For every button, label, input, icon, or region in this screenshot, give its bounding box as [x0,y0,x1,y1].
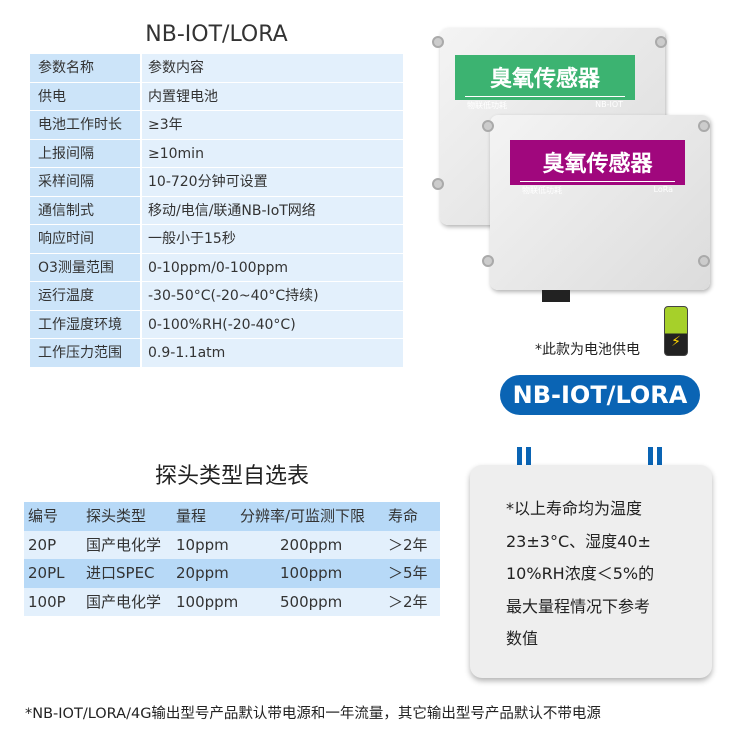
probe-cell: 200ppm [280,535,343,554]
spec-value: 0-10ppm/0-100ppm [142,253,403,281]
probe-table: 编号 探头类型 量程 分辨率/可监测下限 寿命 20P 国产电化学 10ppm 200ppm ＞2… [24,502,440,616]
probe-cell: 100P [28,592,66,611]
spec-value: 0-100%RH(-20-40°C) [142,310,403,338]
spec-value: 0.9-1.1atm [142,339,403,367]
footer-note: *NB-IOT/LORA/4G输出型号产品默认带电源和一年流量，其它输出型号产品… [25,706,601,722]
probe-cell: 国产电化学 [86,592,162,611]
spec-row: 上报间隔 ≥10min [30,139,403,168]
label-sub: 物联低功耗 [467,101,507,110]
spec-key: 采样间隔 [30,168,142,196]
note-line: 10%RH浓度＜5%的 [506,564,655,583]
probe-cell: 100ppm [280,564,343,582]
note-line: 数值 [506,629,539,648]
spec-value: 参数内容 [142,54,403,82]
spec-value: 10-720分钟可设置 [142,168,403,196]
battery-note: *此款为电池供电 [535,342,640,358]
label-tag: LoRa [653,185,674,194]
label-tag: NB-IOT [595,100,623,109]
spec-table-title: NB-IOT/LORA [145,22,288,47]
spec-row: 参数名称 参数内容 [30,54,403,83]
binder-clip [517,447,522,475]
probe-row: 20PL 进口SPEC 20ppm 100ppm ＞5年 [24,559,440,588]
screw-icon [482,255,494,267]
probe-row: 20P 国产电化学 10ppm 200ppm ＞2年 [24,530,440,559]
spec-row: 响应时间 一般小于15秒 [30,225,403,254]
binder-clip [648,447,653,475]
probe-row: 100P 国产电化学 100ppm 500ppm ＞2年 [24,587,440,616]
note-line: 23±3°C、湿度40± [506,531,651,551]
spec-key: 电池工作时长 [30,111,142,139]
probe-cell: 量程 [176,507,207,525]
spec-table: 参数名称 参数内容 供电 内置锂电池 电池工作时长 ≥3年 上报间隔 ≥10min 采样间隔 10… [30,54,403,368]
nb-iot-label: 臭氧传感器 物联低功耗 NB-IOT [455,55,635,110]
probe-cell: 500ppm [280,592,343,611]
probe-cell: 编号 [28,507,59,525]
probe-cell: 10ppm [176,535,229,554]
spec-row: 运行温度 -30-50°C(-20~40°C持续) [30,282,403,311]
spec-value: -30-50°C(-20~40°C持续) [142,282,403,310]
probe-cell: 20P [28,535,57,554]
probe-cell: 国产电化学 [86,535,162,554]
spec-key: 参数名称 [30,54,142,82]
spec-key: 通信制式 [30,196,142,224]
probe-cell: 20ppm [176,564,229,582]
label-sub: 物联低功耗 [522,186,562,195]
spec-key: 供电 [30,82,142,110]
battery-charging-icon: ⚡ [664,306,688,356]
note-line: 最大量程情况下参考 [506,596,651,616]
spec-value: ≥10min [142,139,403,167]
probe-cell: 100ppm [176,592,239,611]
label-title: 臭氧传感器 [465,55,625,97]
spec-row: 工作湿度环境 0-100%RH(-20-40°C) [30,310,403,339]
probe-cell: ＞2年 [388,535,428,554]
label-title: 臭氧传感器 [520,140,675,182]
probe-cell: 寿命 [388,507,419,525]
probe-cell: 分辨率/可监测下限 [240,507,366,525]
screw-icon [698,255,710,267]
spec-key: 工作湿度环境 [30,310,142,338]
lora-label: 臭氧传感器 物联低功耗 LoRa [510,140,685,195]
spec-row: O3测量范围 0-10ppm/0-100ppm [30,253,403,282]
spec-key: O3测量范围 [30,253,142,281]
probe-cell: ＞2年 [388,592,428,611]
spec-row: 工作压力范围 0.9-1.1atm [30,339,403,368]
spec-key: 上报间隔 [30,139,142,167]
note-line: *以上寿命均为温度 [506,499,643,518]
probe-cell: 20PL [28,564,65,582]
spec-row: 电池工作时长 ≥3年 [30,111,403,140]
screw-icon [698,120,710,132]
probe-cell: ＞5年 [388,564,428,582]
spec-row: 通信制式 移动/电信/联通NB-IoT网络 [30,196,403,225]
lora-device-image: 臭氧传感器 物联低功耗 LoRa [482,115,710,302]
lifetime-note: *以上寿命均为温度 23±3°C、湿度40± 10%RH浓度＜5%的 最大量程情… [470,465,712,678]
spec-value: 移动/电信/联通NB-IoT网络 [142,196,403,224]
probe-table-title: 探头类型自选表 [154,464,309,489]
binder-clip [657,447,662,475]
probe-cell: 进口SPEC [86,564,155,582]
spec-key: 工作压力范围 [30,339,142,367]
spec-row: 供电 内置锂电池 [30,82,403,111]
screw-icon [432,36,444,48]
spec-key: 响应时间 [30,225,142,253]
model-badge: NB-IOT/LORA [500,375,700,415]
sensor-probe [542,290,570,302]
screw-icon [655,36,667,48]
spec-value: 一般小于15秒 [142,225,403,253]
screw-icon [432,178,444,190]
binder-clip [526,447,531,475]
probe-header-row: 编号 探头类型 量程 分辨率/可监测下限 寿命 [24,502,440,531]
spec-key: 运行温度 [30,282,142,310]
probe-cell: 探头类型 [86,507,147,525]
spec-value: ≥3年 [142,111,403,139]
spec-value: 内置锂电池 [142,82,403,110]
spec-row: 采样间隔 10-720分钟可设置 [30,168,403,197]
screw-icon [482,120,494,132]
